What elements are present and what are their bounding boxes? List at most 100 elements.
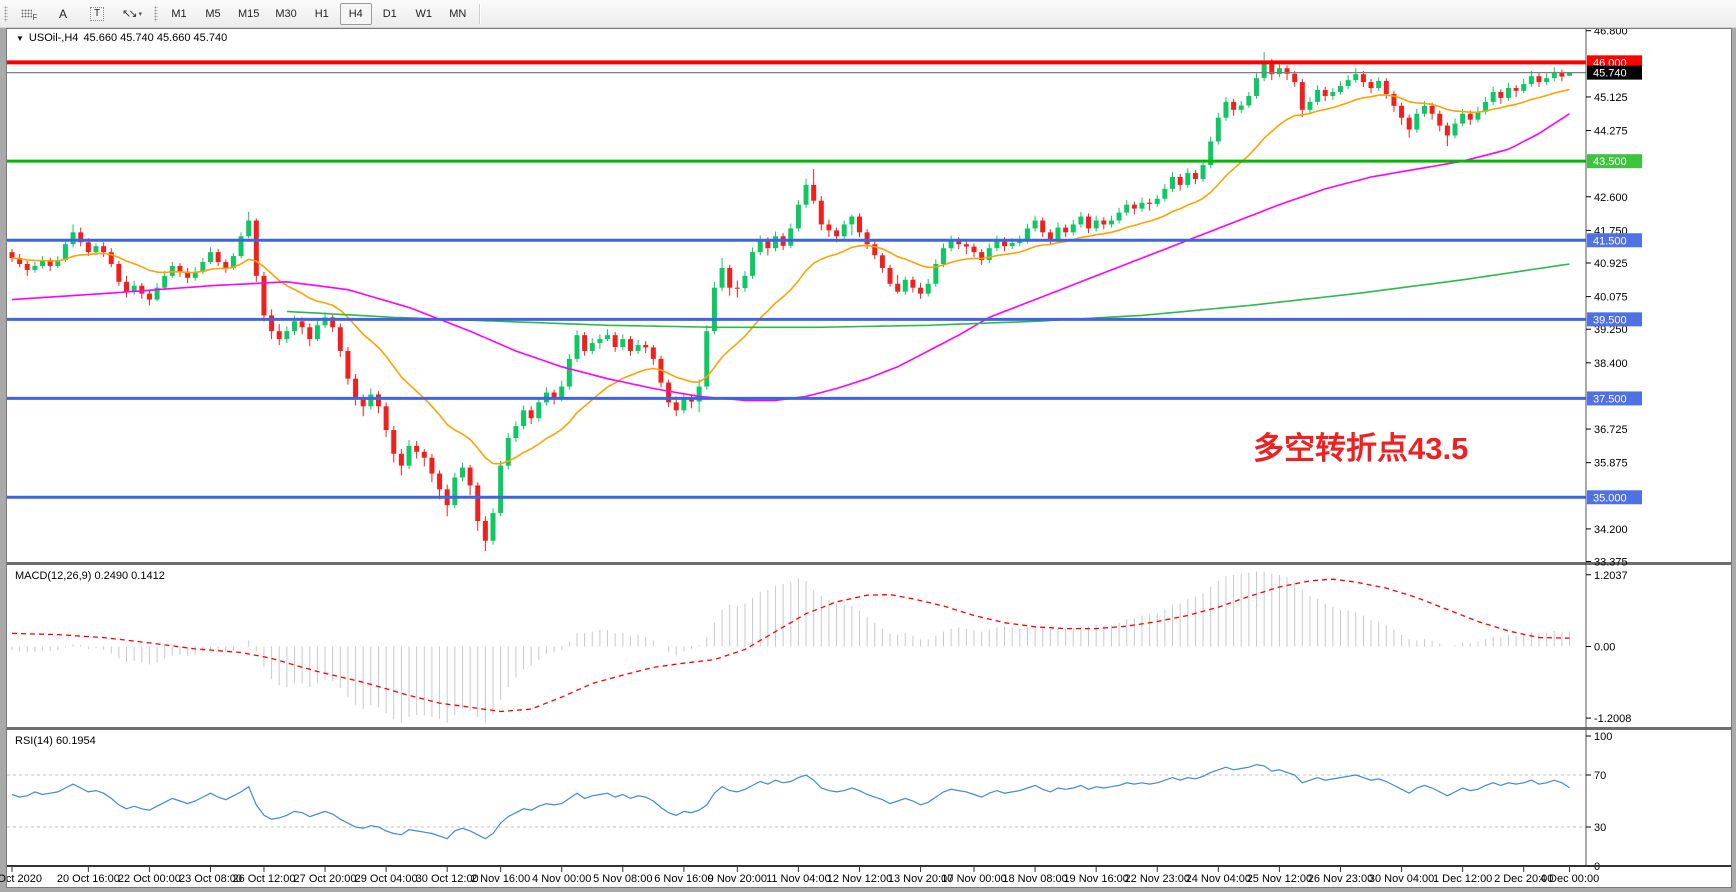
- candle-body: [1414, 113, 1420, 130]
- candle-body: [605, 335, 611, 340]
- macd-signal-line: [11, 578, 1570, 713]
- candle-body: [299, 321, 305, 328]
- price-axis-label: 33.375: [1594, 557, 1628, 569]
- candle-body: [933, 263, 939, 284]
- candle-body: [322, 317, 328, 326]
- candle-body: [1483, 101, 1489, 112]
- timeframe-button-m15[interactable]: M15: [237, 7, 260, 20]
- time-axis-label: 2 Nov 16:00: [471, 873, 530, 885]
- candle-body: [803, 184, 809, 205]
- price-badge-label: 39.500: [1593, 314, 1627, 326]
- timeframe-button-h4[interactable]: H4: [339, 2, 372, 25]
- price-axis-label: 45.125: [1594, 92, 1628, 104]
- candle-body: [1032, 220, 1038, 229]
- candle-body: [276, 331, 282, 340]
- timeframe-group: M1 M5 M15 M30 H1 H4 D1 W1 MN: [162, 2, 475, 25]
- candle-body: [1177, 176, 1183, 185]
- timeframe-button-m5[interactable]: M5: [205, 7, 221, 20]
- candle-body: [85, 242, 91, 253]
- candle-body: [719, 267, 725, 288]
- chart-window-frame: [6, 28, 1732, 888]
- rsi-line: [11, 763, 1570, 840]
- timeframe-button-mn[interactable]: MN: [449, 7, 467, 20]
- candle-body: [368, 394, 374, 407]
- pane-separator: [6, 727, 1732, 730]
- candle-body: [704, 331, 710, 387]
- candle-body: [192, 271, 198, 278]
- crosshair-grid-button[interactable]: F: [13, 3, 45, 25]
- candle-body: [773, 236, 778, 249]
- time-axis-label: 19 Oct 2020: [0, 873, 42, 885]
- candle-body: [307, 327, 313, 340]
- time-axis-label: 23 Oct 08:00: [179, 873, 242, 885]
- candle-body: [818, 200, 824, 225]
- candle-body: [291, 321, 297, 332]
- candle-body: [467, 467, 473, 486]
- candle-body: [1399, 105, 1405, 118]
- symbol-dropdown-icon[interactable]: ▼: [16, 33, 24, 43]
- candle-body: [1055, 227, 1061, 241]
- candle-body: [452, 477, 458, 506]
- timeframe-button-d1[interactable]: D1: [382, 7, 397, 20]
- timeframe-button-h1[interactable]: H1: [314, 7, 329, 20]
- candle-body: [1070, 224, 1076, 233]
- candle-body: [1131, 204, 1137, 209]
- macd-axis-label: -1.2008: [1594, 713, 1631, 725]
- candle-body: [574, 335, 580, 359]
- timeframe-button-m1[interactable]: M1: [171, 7, 187, 20]
- candle-body: [795, 204, 801, 229]
- candle-body: [566, 358, 572, 387]
- time-axis-label: 20 Oct 16:00: [57, 873, 120, 885]
- candle-body: [666, 382, 672, 403]
- candle-body: [971, 246, 977, 253]
- toolbar-drag-handle[interactable]: [4, 5, 8, 22]
- candle-body: [1406, 117, 1412, 130]
- pane-separator: [6, 562, 1732, 565]
- candle-body: [757, 240, 763, 253]
- candle-body: [139, 285, 145, 294]
- price-badge-label: 37.500: [1593, 393, 1627, 405]
- candle-body: [681, 398, 687, 411]
- ohlc-values-label: 45.660 45.740 45.660 45.740: [83, 32, 228, 44]
- candle-body: [673, 402, 679, 411]
- candle-body: [200, 262, 206, 272]
- time-axis-label: 19 Nov 16:00: [1063, 873, 1128, 885]
- insert-text-button[interactable]: A: [47, 3, 79, 25]
- candle-body: [1505, 88, 1511, 98]
- time-axis-label: 6 Nov 16:00: [654, 873, 713, 885]
- toolbar-separator: [478, 3, 480, 24]
- candle-body: [1154, 198, 1160, 204]
- candle-body: [1498, 91, 1504, 98]
- candle-body: [177, 265, 183, 272]
- rsi-indicator-label: RSI(14) 60.1954: [15, 735, 96, 747]
- candle-body: [398, 453, 404, 466]
- time-axis-label: 11 Nov 04:00: [766, 873, 831, 885]
- candle-body: [1315, 90, 1321, 102]
- toolbar-drag-handle[interactable]: [153, 5, 158, 22]
- candle-body: [1276, 68, 1282, 75]
- candle-body: [1536, 76, 1542, 83]
- candle-body: [9, 252, 15, 259]
- candle-body: [597, 339, 603, 344]
- timeframe-button-m30[interactable]: M30: [275, 7, 297, 20]
- candle-body: [360, 398, 366, 407]
- candle-body: [337, 327, 343, 351]
- candle-body: [1215, 117, 1221, 142]
- price-axis-label: 40.925: [1594, 258, 1628, 270]
- arrows-button[interactable]: ↖↘ ▾: [115, 3, 149, 25]
- candle-body: [223, 262, 229, 268]
- candle-body: [330, 317, 336, 328]
- price-axis-label: 34.200: [1594, 524, 1628, 536]
- insert-label-button[interactable]: T: [81, 3, 113, 25]
- macd-axis-label: 1.2037: [1594, 570, 1628, 582]
- candle-body: [261, 275, 267, 316]
- price-badge: [1587, 233, 1642, 248]
- candle-body: [1009, 243, 1015, 247]
- candle-body: [963, 244, 969, 247]
- price-badge-label: 35.000: [1593, 492, 1627, 504]
- timeframe-button-w1[interactable]: W1: [415, 7, 433, 20]
- price-badge: [1587, 154, 1642, 169]
- candle-body: [1063, 227, 1069, 233]
- ma-slow-line: [286, 263, 1570, 329]
